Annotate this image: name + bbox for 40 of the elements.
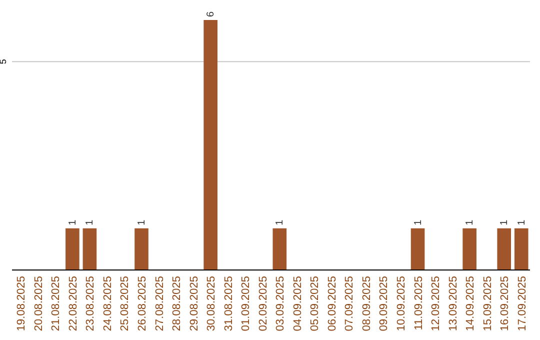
data-label: 1 xyxy=(274,219,286,226)
y-tick-label: 5 xyxy=(0,59,8,64)
x-tick-label: 28.08.2025 xyxy=(171,276,184,332)
data-label: 1 xyxy=(412,219,424,226)
x-tick-label: 27.08.2025 xyxy=(154,276,166,332)
x-tick-label: 14.09.2025 xyxy=(464,276,477,332)
x-tick-label: 03.09.2025 xyxy=(274,276,287,332)
data-label: 1 xyxy=(464,219,476,226)
data-label: 1 xyxy=(136,219,148,226)
x-tick-label: 24.08.2025 xyxy=(102,276,114,332)
x-tick-label: 10.09.2025 xyxy=(396,276,408,332)
data-label: 1 xyxy=(516,219,528,226)
x-tick-label: 01.09.2025 xyxy=(240,276,252,332)
x-tick-label: 22.08.2025 xyxy=(67,276,80,332)
x-tick-label: 20.08.2025 xyxy=(32,276,45,332)
x-tick-label: 07.09.2025 xyxy=(344,276,356,332)
x-tick-label: 19.08.2025 xyxy=(16,276,28,332)
x-tick-label: 09.09.2025 xyxy=(378,276,390,332)
x-tick-label: 17.09.2025 xyxy=(516,276,528,332)
x-tick-label: 05.09.2025 xyxy=(309,276,322,332)
x-tick-label: 08.09.2025 xyxy=(360,276,373,332)
data-label: 6 xyxy=(206,11,217,17)
x-tick-label: 15.09.2025 xyxy=(482,276,494,332)
x-tick-label: 29.08.2025 xyxy=(188,276,200,332)
data-label: 1 xyxy=(67,219,78,226)
x-tick-label: 31.08.2025 xyxy=(222,276,235,332)
x-tick-label: 21.08.2025 xyxy=(50,276,62,332)
x-tick-label: 30.08.2025 xyxy=(206,276,218,332)
data-label: 1 xyxy=(499,219,510,226)
x-tick-label: 11.09.2025 xyxy=(412,276,425,330)
x-tick-label: 12.09.2025 xyxy=(430,276,442,332)
x-tick-label: 16.09.2025 xyxy=(499,276,512,332)
x-tick-label: 23.08.2025 xyxy=(84,276,97,332)
x-tick-label: 13.09.2025 xyxy=(447,276,460,332)
x-tick-label: 04.09.2025 xyxy=(292,276,304,332)
x-tick-label: 06.09.2025 xyxy=(326,276,338,332)
data-label: 1 xyxy=(84,219,96,226)
x-tick-label: 25.08.2025 xyxy=(119,276,132,332)
x-tick-label: 02.09.2025 xyxy=(257,276,270,332)
x-tick-label: 26.08.2025 xyxy=(136,276,148,332)
